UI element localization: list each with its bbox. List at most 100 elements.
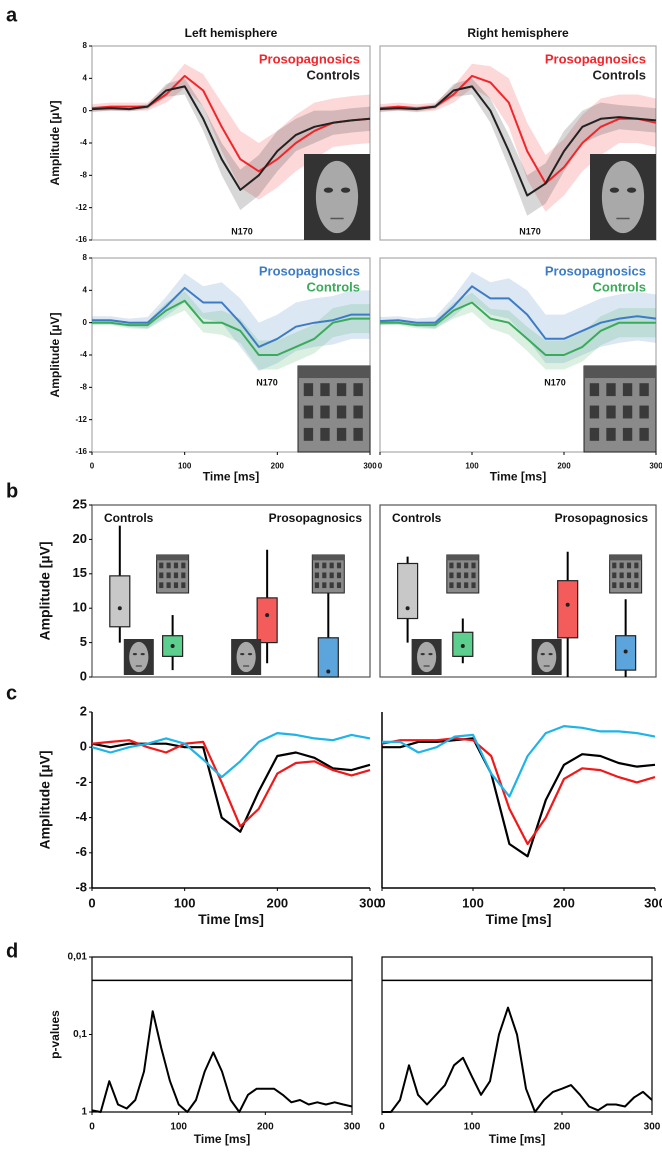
house-image [622, 383, 633, 397]
y-tick-label: 4 [83, 285, 88, 294]
face-image [129, 641, 149, 673]
group-label: Controls [392, 511, 442, 525]
annotation: N170 [256, 377, 278, 387]
house-image [619, 572, 624, 579]
y-tick-label: -4 [80, 138, 88, 147]
y-axis-label: p-values [48, 1010, 62, 1059]
annotation: N170 [231, 226, 253, 236]
line [91, 739, 371, 828]
line [382, 1006, 653, 1113]
house-image [353, 383, 363, 397]
house-image [612, 582, 617, 589]
face-image [609, 187, 620, 193]
house-image [471, 572, 476, 579]
house-image [314, 582, 320, 589]
house-image [589, 405, 600, 419]
error-band [380, 63, 656, 212]
house-image [322, 582, 327, 589]
house-image [634, 582, 639, 589]
group-label: Prosopagnosics [269, 511, 363, 525]
house-image [606, 405, 616, 419]
face-image [601, 160, 645, 234]
panel-label: c [6, 682, 17, 704]
face-image [417, 641, 437, 673]
y-tick-label: -12 [75, 203, 87, 212]
house-image [336, 562, 342, 569]
y-tick-label: -4 [75, 809, 87, 824]
house-image [471, 582, 476, 589]
y-tick-label: 1 [81, 1107, 87, 1118]
house-image [156, 555, 189, 561]
annotation: N170 [544, 377, 566, 387]
house-image [449, 562, 454, 569]
x-tick-label: 0 [90, 462, 95, 471]
house-image [166, 562, 171, 569]
x-axis-label: Time [ms] [486, 911, 552, 927]
house-image [619, 562, 624, 569]
house-image [329, 572, 334, 579]
line [382, 737, 656, 858]
x-tick-label: 100 [465, 462, 479, 471]
face-image [428, 653, 433, 656]
y-tick-label: 5 [80, 634, 87, 649]
line [91, 74, 371, 173]
house-image [181, 582, 186, 589]
house-image [336, 383, 347, 397]
face-image [548, 653, 553, 656]
house-image [456, 562, 461, 569]
house-image [166, 572, 171, 579]
y-tick-label: 8 [83, 41, 88, 50]
box [256, 597, 278, 644]
legend-entry: Prosopagnosics [259, 51, 360, 66]
house-image [322, 572, 327, 579]
x-tick-label: 100 [178, 462, 192, 471]
face-image [540, 653, 545, 656]
house-image [464, 572, 469, 579]
house-image [314, 572, 320, 579]
house-image [181, 572, 186, 579]
house-image [619, 582, 624, 589]
house-image [639, 383, 649, 397]
y-tick-label: 0 [83, 318, 88, 327]
x-axis-label: Time [ms] [198, 911, 264, 927]
house-image [336, 582, 342, 589]
y-tick-label: -16 [75, 447, 87, 456]
y-tick-label: -8 [80, 382, 88, 391]
x-tick-label: 100 [464, 1122, 481, 1133]
x-tick-label: 0 [378, 895, 385, 910]
line [379, 285, 657, 340]
house-image [589, 427, 600, 441]
face-image [315, 160, 359, 234]
face-image [236, 641, 256, 673]
house-image [166, 582, 171, 589]
house-image [159, 572, 164, 579]
y-tick-label: -8 [80, 170, 88, 179]
box-median [326, 669, 331, 674]
box [557, 580, 579, 639]
x-tick-label: 0 [88, 895, 95, 910]
y-tick-label: -4 [80, 350, 88, 359]
x-tick-label: 200 [553, 895, 575, 910]
house-image [353, 427, 363, 441]
house-image [446, 555, 479, 561]
house-image [159, 562, 164, 569]
house-image [639, 427, 649, 441]
house-image [606, 383, 616, 397]
house-image [336, 405, 347, 419]
house-image [622, 427, 633, 441]
x-tick-label: 200 [257, 1122, 274, 1133]
x-tick-label: 0 [89, 1122, 95, 1133]
house-image [589, 383, 600, 397]
line [379, 85, 657, 197]
y-tick-label: 0 [83, 106, 88, 115]
line [382, 725, 656, 798]
x-tick-label: 300 [344, 1122, 361, 1133]
x-axis-label: Time [ms] [489, 1132, 545, 1146]
panel-label: b [6, 480, 18, 502]
legend-entry: Prosopagnosics [545, 263, 646, 278]
x-tick-label: 300 [649, 462, 662, 471]
box-median [170, 644, 175, 649]
box [317, 637, 339, 678]
x-tick-label: 200 [271, 462, 285, 471]
